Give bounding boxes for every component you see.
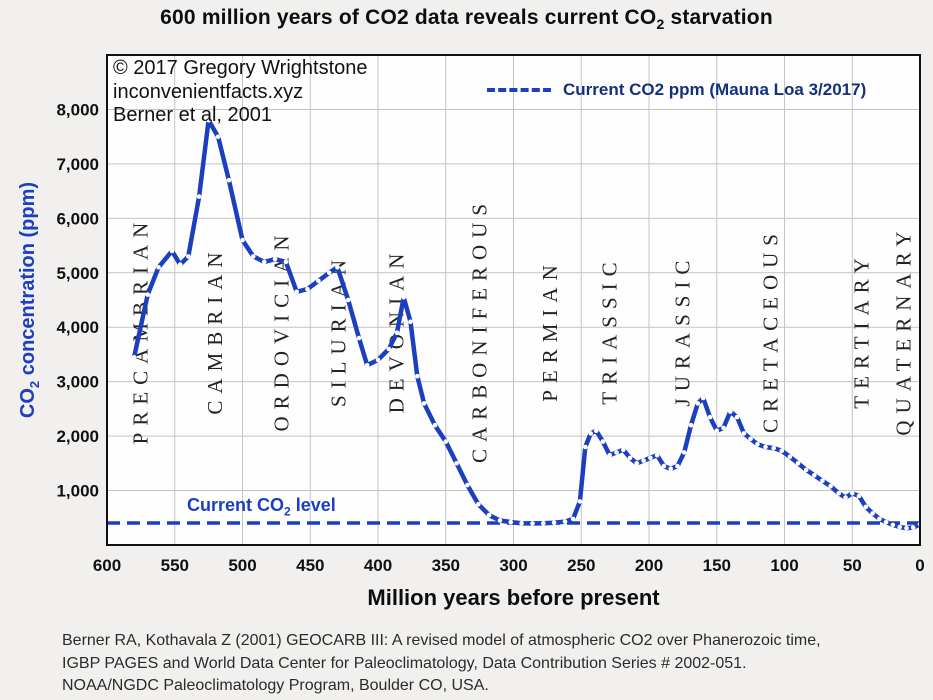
- svg-text:6,000: 6,000: [56, 209, 99, 228]
- y-tick-labels: 1,000 2,000 3,000 4,000 5,000 6,000 7,000 8,000: [56, 100, 99, 500]
- co2-line-markers: [131, 118, 923, 531]
- svg-text:3,000: 3,000: [56, 373, 99, 392]
- copyright-line-3: Berner et al, 2001: [113, 104, 272, 127]
- svg-text:5,000: 5,000: [56, 264, 99, 283]
- title-post: starvation: [664, 6, 773, 29]
- svg-text:4,000: 4,000: [56, 318, 99, 337]
- period-label: CRETACEOUS: [759, 227, 783, 433]
- svg-text:2,000: 2,000: [56, 427, 99, 446]
- svg-text:150: 150: [703, 556, 731, 575]
- svg-text:500: 500: [228, 556, 256, 575]
- gridlines: [107, 55, 920, 545]
- svg-text:8,000: 8,000: [56, 100, 99, 119]
- copyright-note: © 2017 Gregory Wrightstone inconvenientf…: [113, 57, 368, 128]
- current-co2-level-label: Current CO2 level: [187, 495, 336, 519]
- title-subscript: 2: [656, 16, 665, 33]
- legend: Current CO2 ppm (Mauna Loa 3/2017): [487, 80, 866, 100]
- svg-text:50: 50: [843, 556, 862, 575]
- citation-line-1: Berner RA, Kothavala Z (2001) GEOCARB II…: [62, 632, 821, 649]
- svg-text:0: 0: [915, 556, 924, 575]
- svg-text:450: 450: [296, 556, 324, 575]
- citation-line-3: NOAA/NGDC Paleoclimatology Program, Boul…: [62, 677, 489, 695]
- y-title-subscript: 2: [27, 380, 42, 389]
- period-label: CARBONIFEROUS: [467, 197, 491, 463]
- period-label: SILURIAN: [327, 253, 351, 407]
- geological-period-labels: PRECAMBRIAN CAMBRIAN ORDOVICIAN SILURIAN DEV…: [129, 197, 916, 463]
- y-title-pre: CO: [17, 388, 39, 419]
- svg-text:600: 600: [93, 556, 121, 575]
- y-axis-title: CO2 concentration (ppm): [17, 100, 43, 500]
- citation-footer: Berner RA, Kothavala Z (2001) GEOCARB II…: [62, 630, 922, 698]
- co2-line: [131, 118, 923, 531]
- svg-text:550: 550: [161, 556, 189, 575]
- y-title-post: concentration (ppm): [17, 181, 39, 381]
- citation-line-2: IGBP PAGES and World Data Center for Pal…: [62, 654, 747, 672]
- svg-text:100: 100: [770, 556, 798, 575]
- svg-text:350: 350: [432, 556, 460, 575]
- period-label: CAMBRIAN: [203, 245, 227, 414]
- title-pre: 600 million years of CO2 data reveals cu…: [160, 6, 657, 29]
- page-title: 600 million years of CO2 data reveals cu…: [0, 6, 933, 32]
- period-label: PERMIAN: [538, 258, 562, 402]
- current-level-pre: Current CO: [187, 495, 285, 515]
- svg-text:300: 300: [499, 556, 527, 575]
- copyright-line-2: inconvenientfacts.xyz: [113, 80, 304, 103]
- svg-text:250: 250: [567, 556, 595, 575]
- legend-label: Current CO2 ppm (Mauna Loa 3/2017): [563, 80, 867, 99]
- period-label: QUATERNARY: [892, 224, 916, 435]
- dashed-line-icon: [487, 88, 551, 92]
- period-label: TERTIARY: [850, 251, 874, 408]
- x-axis-title: Million years before present: [367, 585, 660, 610]
- period-label: TRIASSIC: [598, 255, 622, 404]
- svg-text:1,000: 1,000: [56, 482, 99, 501]
- svg-text:400: 400: [364, 556, 392, 575]
- svg-text:7,000: 7,000: [56, 155, 99, 174]
- x-tick-labels: 600 550 500 450 400 350 300 250 200 150 100 50 0: [93, 556, 925, 575]
- period-label: JURASSIC: [671, 254, 695, 407]
- svg-text:200: 200: [635, 556, 663, 575]
- plot-border: [106, 54, 921, 546]
- current-level-subscript: 2: [284, 504, 291, 519]
- current-level-post: level: [290, 495, 336, 515]
- copyright-line-1: © 2017 Gregory Wrightstone: [113, 57, 368, 79]
